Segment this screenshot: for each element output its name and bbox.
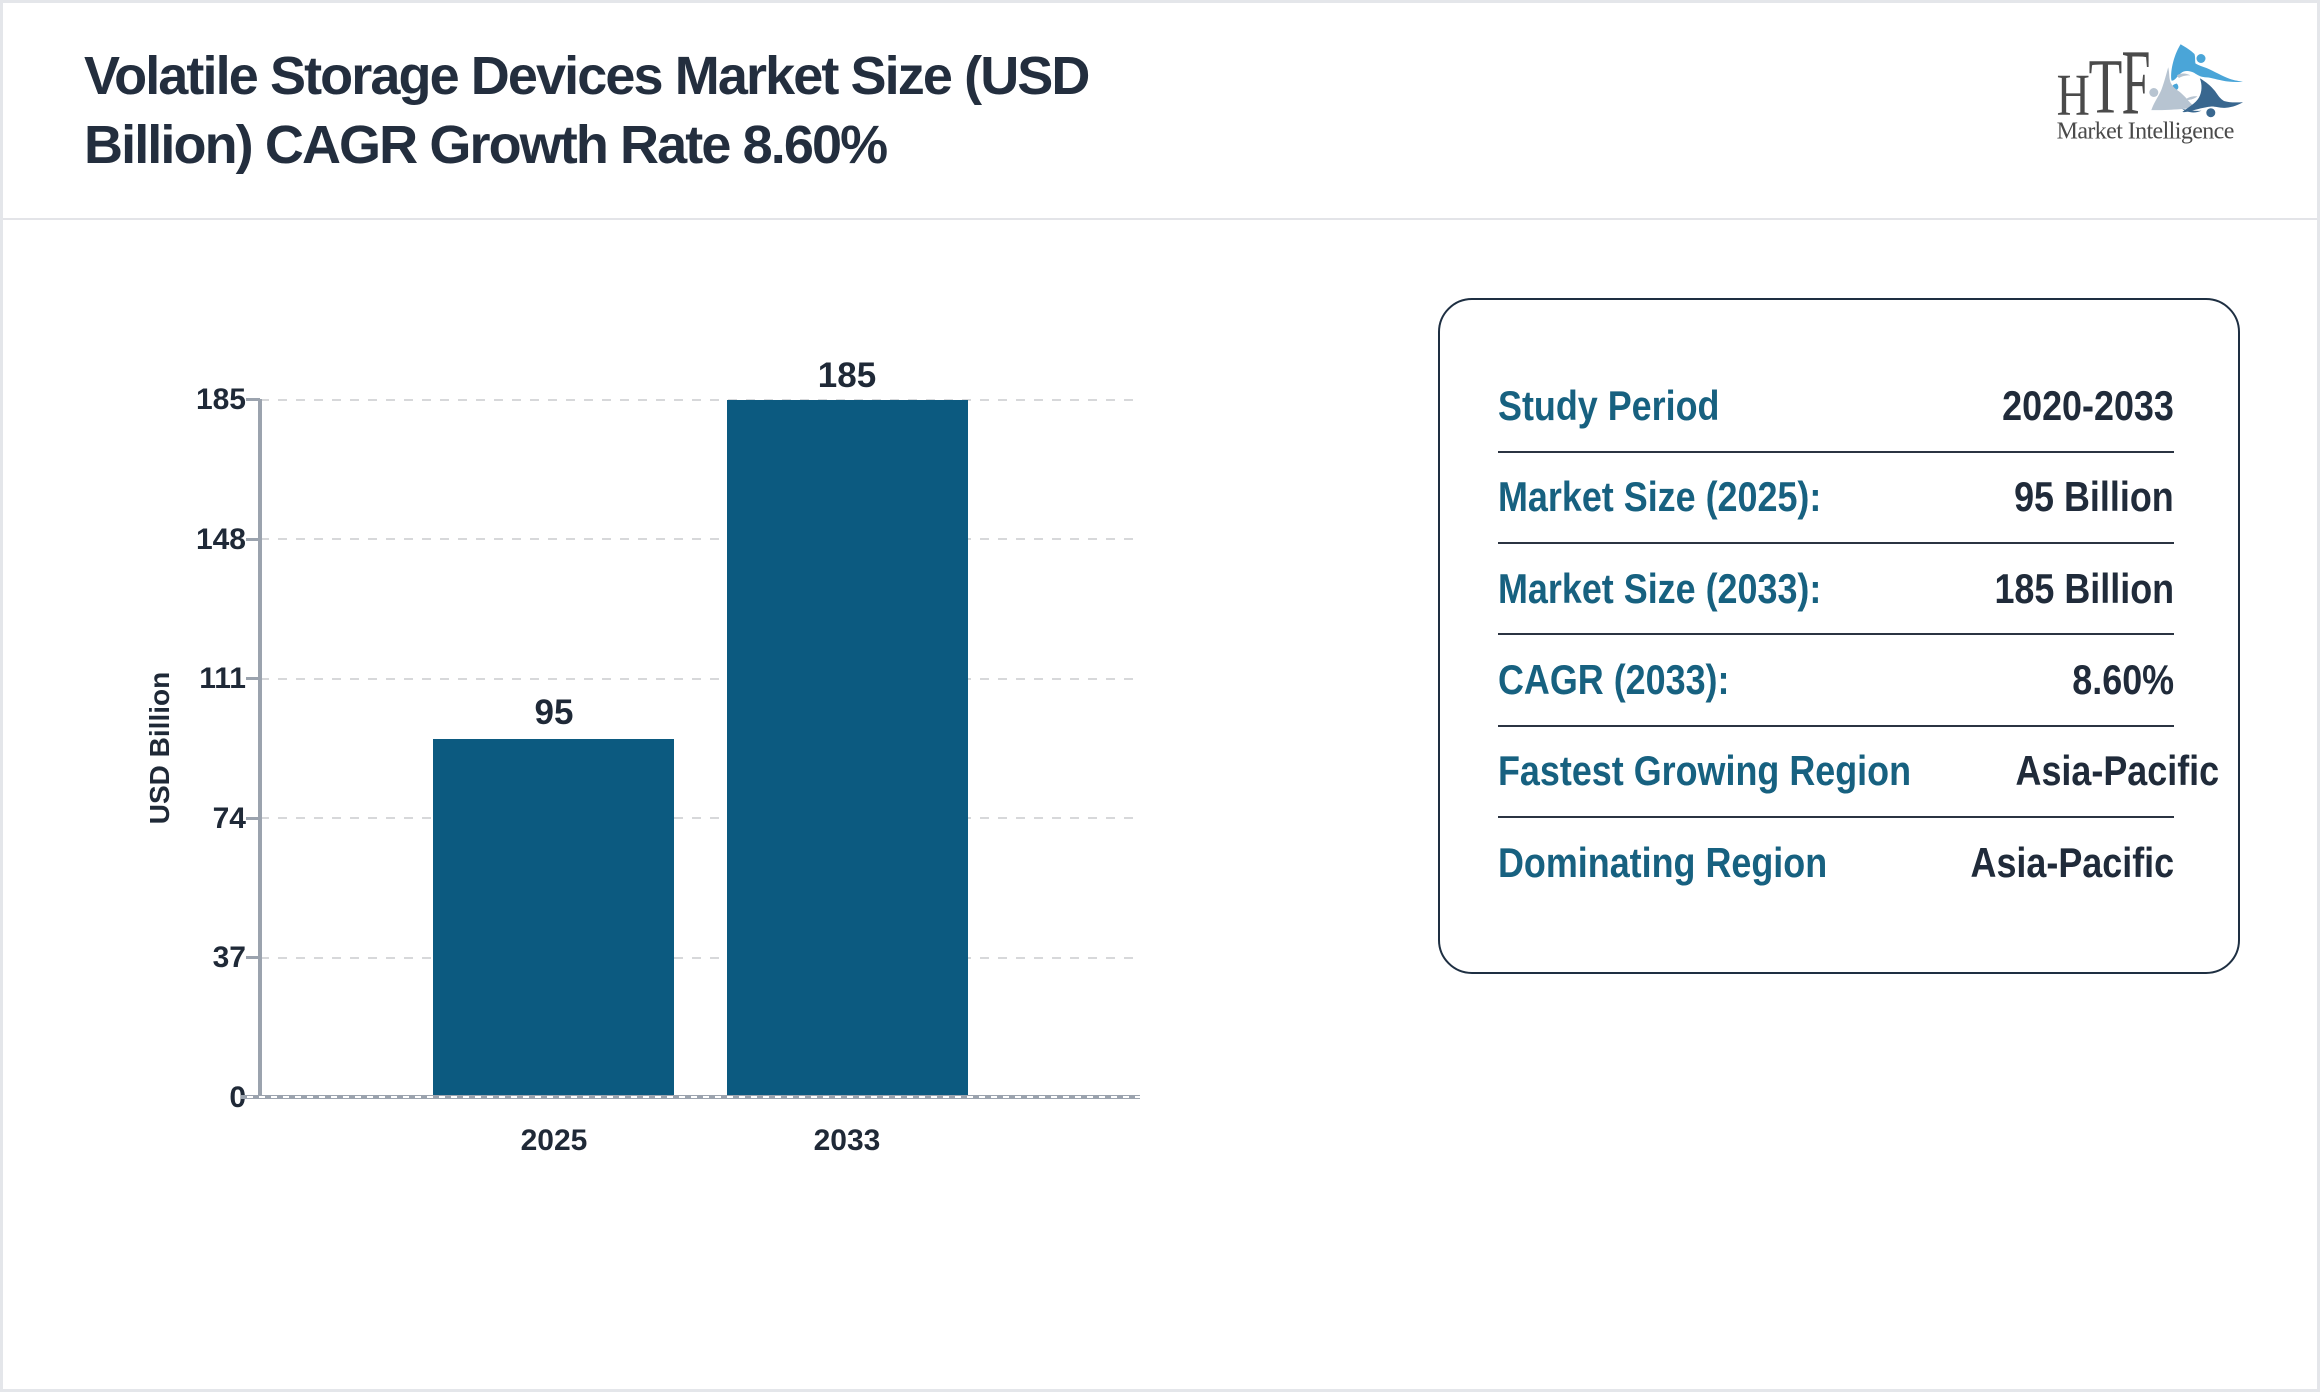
svg-text:H: H <box>2057 63 2090 128</box>
svg-text:Market Intelligence: Market Intelligence <box>2057 119 2234 145</box>
svg-text:F: F <box>2122 32 2151 134</box>
svg-text:T: T <box>2089 43 2123 129</box>
